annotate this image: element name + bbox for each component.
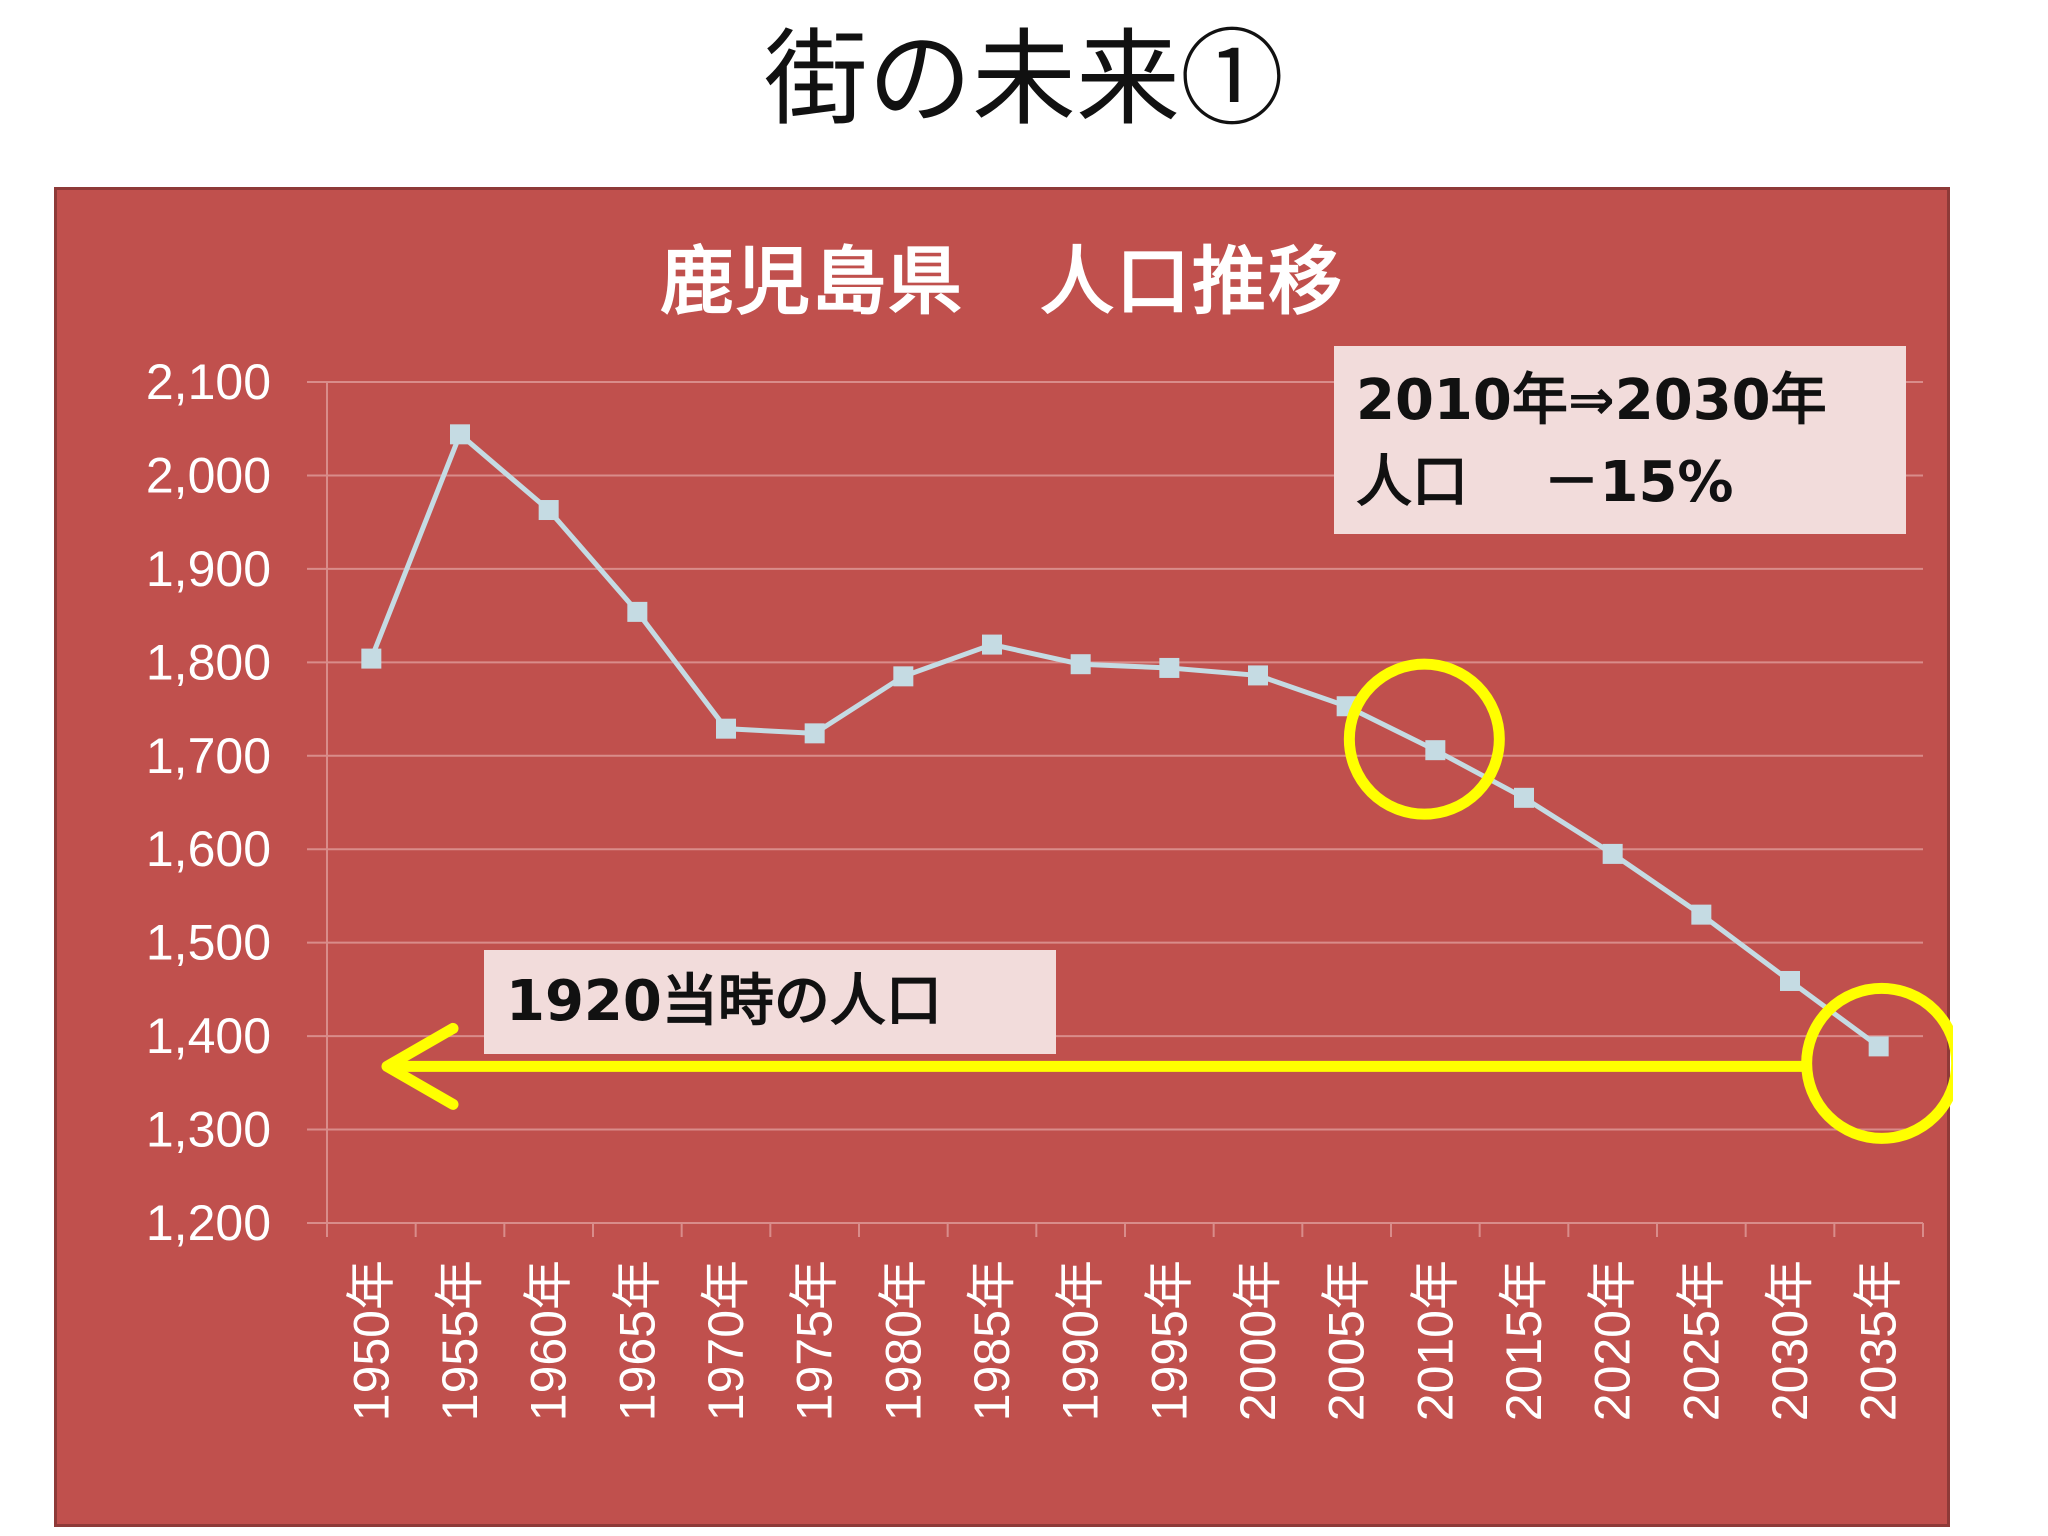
x-tick-label: 2020年 bbox=[1585, 1260, 1641, 1421]
data-point-marker bbox=[627, 601, 648, 622]
chart-title: 鹿児島県 人口推移 bbox=[660, 239, 1344, 325]
x-tick-label: 2005年 bbox=[1319, 1260, 1375, 1421]
data-point-marker bbox=[1602, 843, 1623, 864]
y-tick-label: 1,900 bbox=[146, 541, 271, 597]
y-tick-label: 1,200 bbox=[146, 1195, 271, 1251]
x-tick-label: 2030年 bbox=[1762, 1260, 1818, 1421]
x-tick-label: 1970年 bbox=[698, 1260, 754, 1421]
data-point-marker bbox=[1691, 904, 1712, 925]
highlight-overlay bbox=[381, 658, 1953, 1144]
x-tick-label: 1955年 bbox=[432, 1260, 488, 1421]
change-callout-line1: 2010年⇒2030年 bbox=[1356, 368, 1827, 433]
y-tick-label: 1,600 bbox=[146, 821, 271, 877]
highlight-circle bbox=[1801, 982, 1953, 1144]
data-point-marker bbox=[450, 424, 470, 445]
data-point-marker bbox=[361, 648, 382, 669]
x-tick-label: 1965年 bbox=[609, 1260, 665, 1421]
data-point-marker bbox=[1514, 787, 1534, 808]
x-tick-label: 1990年 bbox=[1053, 1260, 1109, 1421]
series-markers bbox=[361, 424, 1889, 1057]
x-tick-label: 1960年 bbox=[521, 1260, 577, 1421]
series-line bbox=[369, 430, 1881, 1049]
data-point-marker bbox=[716, 718, 736, 739]
x-tick-label: 1950年 bbox=[343, 1260, 399, 1421]
slide-title: 街の未来① bbox=[763, 18, 1284, 140]
data-point-marker bbox=[1868, 1036, 1889, 1057]
x-tick-label: 1980年 bbox=[875, 1260, 931, 1421]
x-tick-label: 2015年 bbox=[1496, 1260, 1552, 1421]
population-line-chart: 2,100 2,000 1,900 1,800 1,700 1,600 1,500 1,400… bbox=[146, 354, 1953, 1421]
change-callout: 2010年⇒2030年 人口 －15% bbox=[1334, 346, 1906, 534]
x-tick-label: 2035年 bbox=[1851, 1260, 1907, 1421]
y-tick-label: 1,500 bbox=[146, 915, 271, 971]
x-tick-label: 2000年 bbox=[1230, 1260, 1286, 1421]
chart-panel: 2,100 2,000 1,900 1,800 1,700 1,600 1,500 1,400… bbox=[54, 187, 1953, 1527]
y-tick-label: 1,700 bbox=[146, 728, 271, 784]
data-point-marker bbox=[538, 500, 559, 521]
y-tick-label: 2,100 bbox=[146, 354, 271, 410]
x-tick-label: 2010年 bbox=[1407, 1260, 1463, 1421]
data-point-marker bbox=[1159, 657, 1180, 678]
y-tick-label: 1,300 bbox=[146, 1102, 271, 1158]
y-tick-label: 2,000 bbox=[146, 447, 271, 503]
data-point-marker bbox=[893, 666, 914, 687]
data-point-marker bbox=[1780, 970, 1800, 991]
x-tick-label: 1975年 bbox=[787, 1260, 843, 1421]
data-point-marker bbox=[804, 723, 825, 744]
x-axis-ticks: 1950年 1955年 1960年 1965年 1970年 1975年 1980年 1985年… bbox=[343, 1260, 1906, 1421]
data-point-marker bbox=[1248, 665, 1268, 686]
y-axis-ticks: 2,100 2,000 1,900 1,800 1,700 1,600 1,500 1,400… bbox=[146, 354, 271, 1251]
data-point-marker bbox=[1070, 654, 1091, 675]
data-point-marker bbox=[982, 634, 1002, 655]
x-axis bbox=[326, 382, 1924, 1237]
change-callout-line2: 人口 －15% bbox=[1356, 450, 1734, 515]
historic-callout: 1920当時の人口 bbox=[484, 950, 1056, 1054]
x-tick-label: 1985年 bbox=[964, 1260, 1020, 1421]
y-tick-label: 1,800 bbox=[146, 634, 271, 690]
arrow-head bbox=[381, 1022, 459, 1110]
x-tick-label: 2025年 bbox=[1673, 1260, 1729, 1421]
data-point-marker bbox=[1425, 740, 1446, 761]
y-tick-label: 1,400 bbox=[146, 1008, 271, 1064]
x-tick-label: 1995年 bbox=[1141, 1260, 1197, 1421]
highlight-circle bbox=[1343, 658, 1505, 820]
